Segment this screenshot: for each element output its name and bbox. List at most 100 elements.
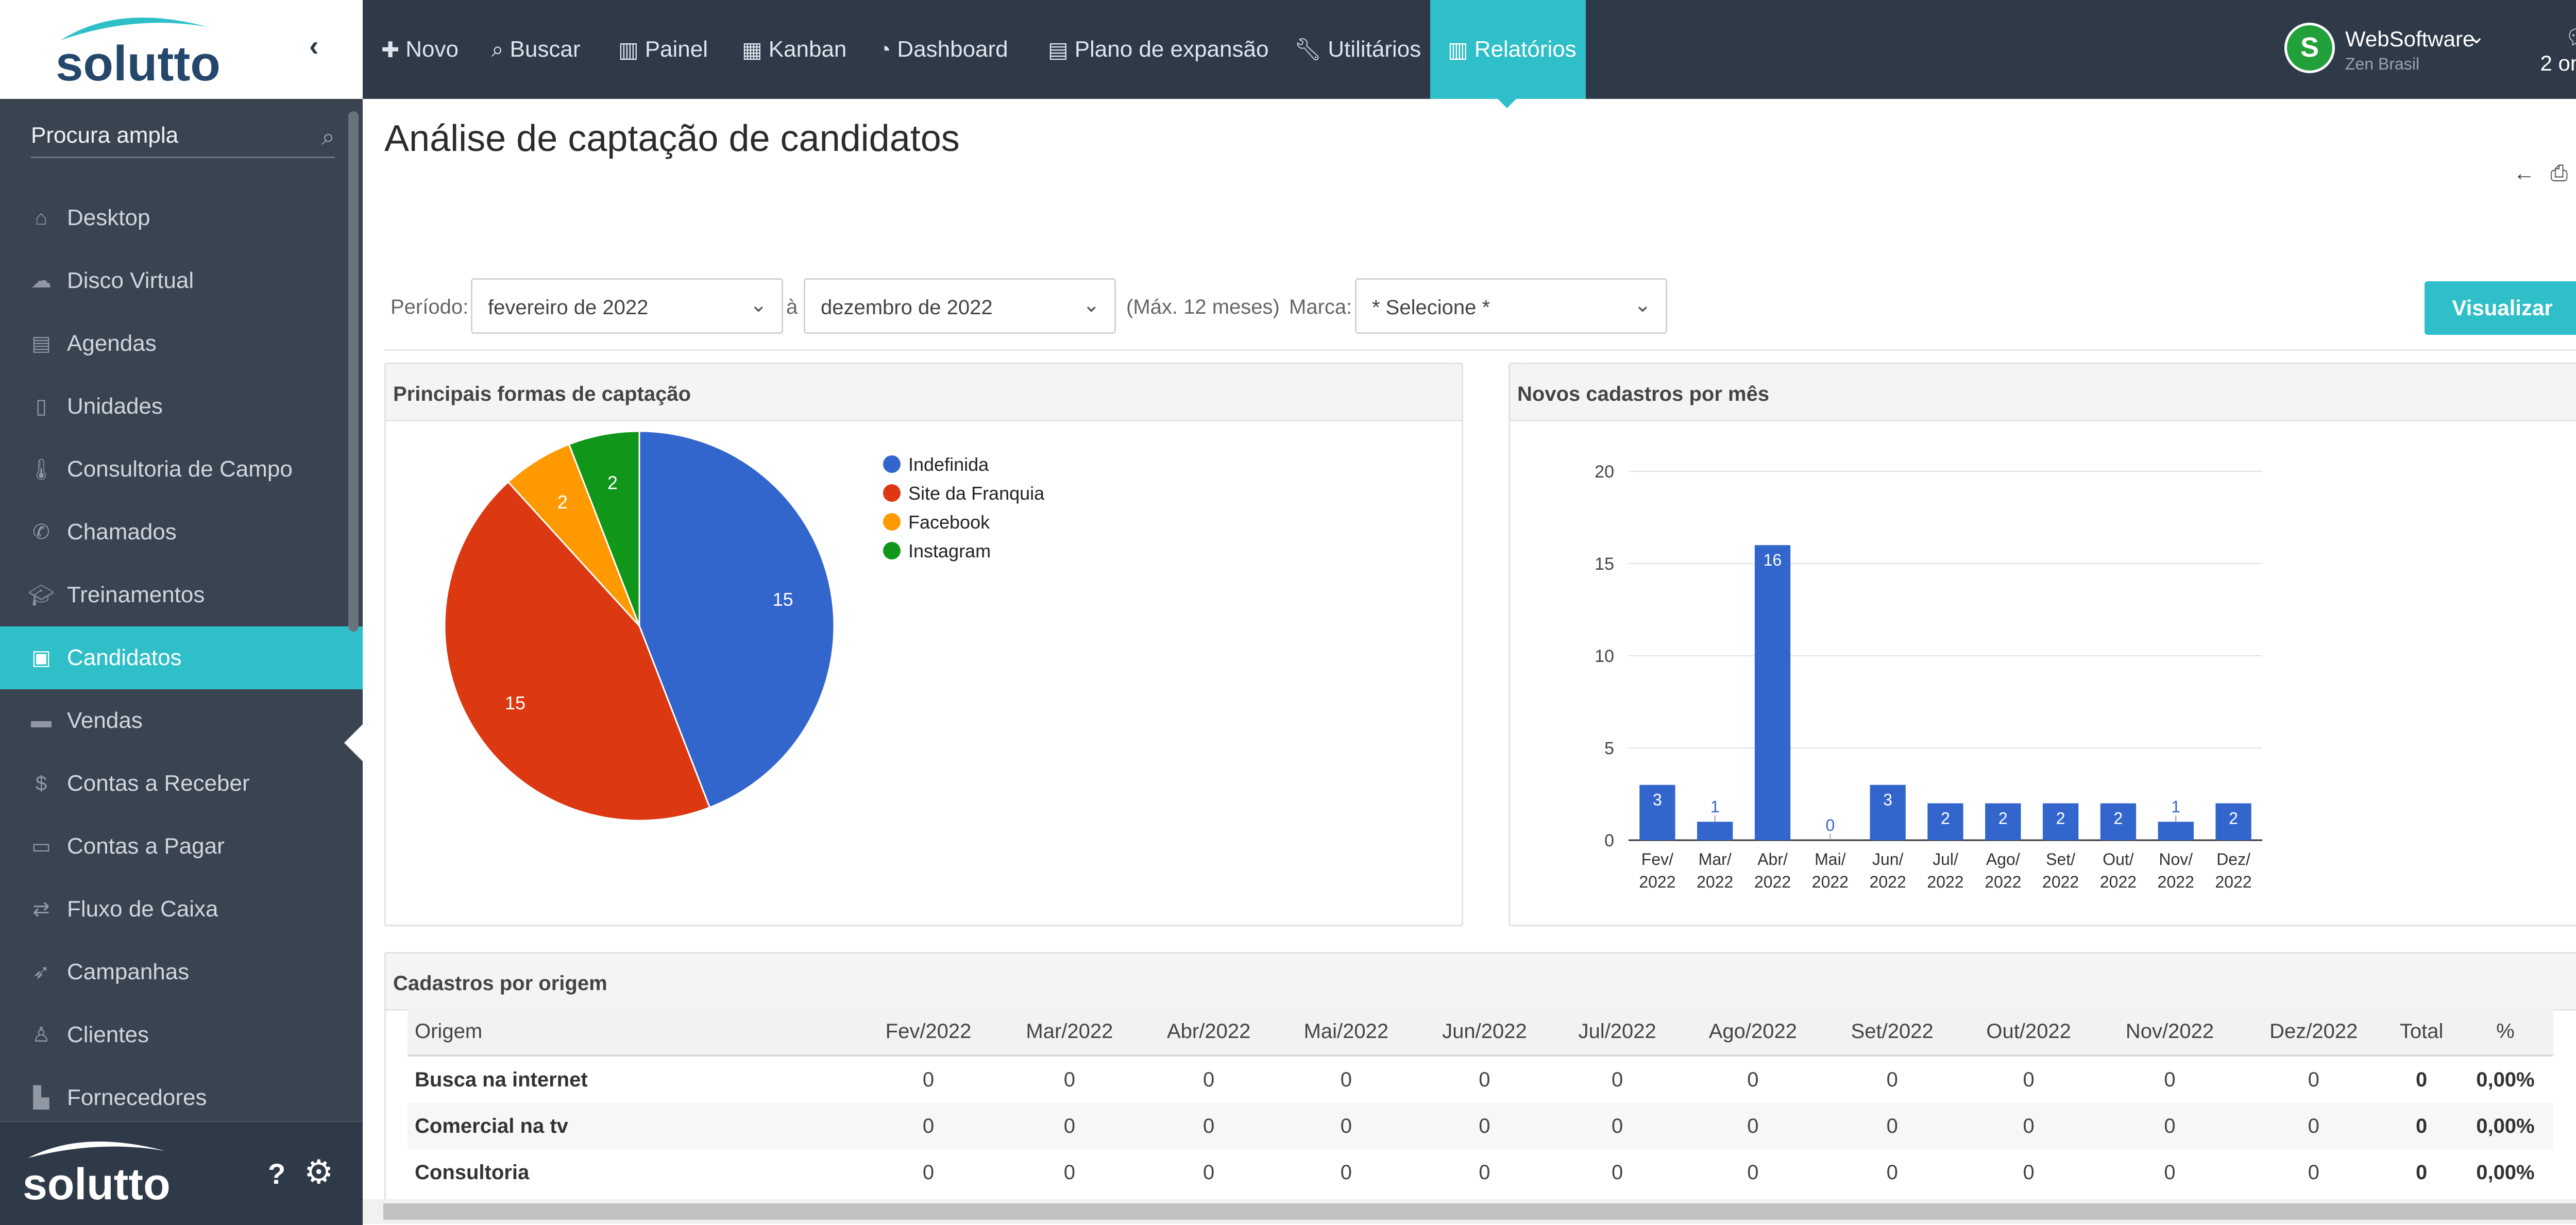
- sidebar-item-fluxo-de-caixa[interactable]: ⇄ Fluxo de Caixa: [0, 878, 363, 941]
- sidebar-item-contas-a-pagar[interactable]: ▭ Contas a Pagar: [0, 815, 363, 878]
- print-icon[interactable]: ⎙: [2550, 161, 2576, 185]
- legend-label[interactable]: Site da Franquia: [908, 483, 1045, 504]
- bar[interactable]: [2100, 803, 2137, 840]
- bar[interactable]: [2158, 822, 2194, 840]
- nav-utilitarios[interactable]: 🔧︎ Utilitários: [1294, 0, 1421, 99]
- nav-dashboard[interactable]: ◔ Dashboard: [878, 0, 1008, 99]
- sidebar-item-desktop[interactable]: ⌂ Desktop: [0, 186, 363, 249]
- nav-buscar[interactable]: ⌕ Buscar: [492, 0, 580, 99]
- panel-header: Principais formas de captação: [386, 364, 1462, 421]
- visualizar-button[interactable]: Visualizar: [2425, 281, 2576, 335]
- sidebar-item-disco-virtual[interactable]: ☁ Disco Virtual: [0, 249, 363, 312]
- pie-slice[interactable]: [638, 430, 835, 809]
- account-menu[interactable]: S WebSoftware ⌄ Zen Brasil: [2284, 21, 2501, 78]
- nav-painel[interactable]: ▥ Painel: [618, 0, 708, 99]
- bar[interactable]: [1870, 785, 1906, 840]
- x-tick-label: 2022: [2042, 873, 2079, 891]
- x-tick-label: Jun/: [1872, 850, 1904, 869]
- gear-icon[interactable]: ⚙: [304, 1153, 334, 1190]
- nav-plano-de-expansao[interactable]: ▤ Plano de expansão: [1048, 0, 1268, 99]
- online-users[interactable]: 💬︎ 2 online: [2532, 25, 2576, 81]
- id-card-icon: ▣: [31, 646, 51, 669]
- sidebar-item-chamados[interactable]: ✆ Chamados: [0, 501, 363, 564]
- sidebar-scrollbar[interactable]: [348, 111, 359, 632]
- sidebar-item-agendas[interactable]: ▤ Agendas: [0, 312, 363, 375]
- scrollbar-thumb[interactable]: [383, 1203, 2576, 1220]
- sidebar-item-clientes[interactable]: ♙ Clientes: [0, 1003, 363, 1066]
- column-header[interactable]: Jul/2022: [1553, 1008, 1681, 1057]
- table-cell: 0: [1340, 1068, 1352, 1091]
- bar[interactable]: [1927, 803, 1963, 840]
- sidebar-item-campanhas[interactable]: ➶ Campanhas: [0, 941, 363, 1003]
- search-icon[interactable]: ⌕: [321, 123, 335, 150]
- bar[interactable]: [2042, 803, 2079, 840]
- column-header[interactable]: Mai/2022: [1277, 1008, 1416, 1057]
- x-tick-label: Mar/: [1699, 850, 1732, 869]
- sidebar-item-unidades[interactable]: ▯ Unidades: [0, 375, 363, 438]
- select-value: * Selecione *: [1372, 296, 1490, 319]
- legend-label[interactable]: Instagram: [908, 540, 991, 562]
- column-header[interactable]: Mar/2022: [998, 1008, 1141, 1057]
- x-tick-label: 2022: [2158, 873, 2194, 891]
- column-header[interactable]: Out/2022: [1959, 1008, 2098, 1057]
- periodo-start-select[interactable]: fevereiro de 2022 ⌄: [471, 278, 783, 334]
- phone-icon: ✆: [32, 521, 50, 543]
- nav-label: Dashboard: [897, 37, 1008, 62]
- panel-title: Cadastros por origem: [393, 972, 607, 995]
- column-header[interactable]: Abr/2022: [1140, 1008, 1277, 1057]
- pie-slice[interactable]: [507, 443, 640, 627]
- arrow-left-icon[interactable]: ←: [2513, 161, 2551, 185]
- column-header[interactable]: Jun/2022: [1415, 1008, 1554, 1057]
- help-icon[interactable]: ?: [268, 1158, 286, 1190]
- column-header[interactable]: %: [2457, 1008, 2553, 1057]
- page-horizontal-scrollbar[interactable]: [363, 1199, 2576, 1224]
- sidebar-item-vendas[interactable]: ▬ Vendas: [0, 689, 363, 752]
- nav-relatorios[interactable]: ▥ Relatórios: [1430, 0, 1586, 99]
- marca-select[interactable]: * Selecione * ⌄: [1355, 278, 1667, 334]
- sidebar-item-fornecedores[interactable]: ▙ Fornecedores: [0, 1066, 363, 1129]
- bar[interactable]: [1697, 822, 1733, 840]
- logo-area[interactable]: solutto ‹: [0, 0, 363, 99]
- column-header[interactable]: Origem: [408, 1008, 858, 1057]
- pie-slice[interactable]: [444, 481, 711, 822]
- pie-slice[interactable]: [568, 430, 640, 626]
- column-header[interactable]: Set/2022: [1825, 1008, 1960, 1057]
- sidebar-item-contas-a-receber[interactable]: $ Contas a Receber: [0, 752, 363, 815]
- sidebar-search[interactable]: Procura ampla ⌕: [31, 117, 335, 158]
- bar[interactable]: [1985, 803, 2021, 840]
- sidebar-item-treinamentos[interactable]: 🎓︎ Treinamentos: [0, 564, 363, 626]
- collapse-sidebar-icon[interactable]: ‹: [309, 29, 319, 62]
- table-cell: 0: [922, 1161, 935, 1184]
- table-cell: 0: [1340, 1161, 1352, 1184]
- table-cell: 0: [1479, 1161, 1490, 1184]
- sidebar-item-consultoria-de-campo[interactable]: 🌡︎ Consultoria de Campo: [0, 438, 363, 501]
- legend-label[interactable]: Facebook: [908, 512, 990, 533]
- column-header[interactable]: Total: [2385, 1008, 2458, 1057]
- column-header[interactable]: Nov/2022: [2097, 1008, 2242, 1057]
- bar[interactable]: [1639, 785, 1675, 840]
- nav-kanban[interactable]: ▦ Kanban: [742, 0, 846, 99]
- column-header[interactable]: Ago/2022: [1681, 1008, 1825, 1057]
- wrench-icon: 🔧︎: [1294, 37, 1322, 61]
- periodo-end-select[interactable]: dezembro de 2022 ⌄: [804, 278, 1116, 334]
- table-cell: 0: [1063, 1161, 1076, 1184]
- pie-chart-panel: Principais formas de captação 15 15 2 2 Inde…: [384, 363, 1463, 926]
- avatar-letter: S: [2300, 32, 2319, 63]
- table-cell: 0: [1203, 1068, 1215, 1091]
- sidebar-item-candidatos[interactable]: ▣ Candidatos: [0, 626, 363, 689]
- legend-label[interactable]: Indefinida: [908, 454, 989, 475]
- bar[interactable]: [2215, 803, 2251, 840]
- nav-novo[interactable]: ✚ Novo: [381, 0, 459, 99]
- search-input[interactable]: Procura ampla: [31, 123, 179, 148]
- bar-chart-icon: ▥: [618, 37, 639, 62]
- plus-icon: ✚: [381, 37, 400, 62]
- column-header[interactable]: Dez/2022: [2242, 1008, 2386, 1057]
- y-tick-label: 5: [1604, 739, 1614, 758]
- bar[interactable]: [1754, 545, 1791, 840]
- x-tick-label: 2022: [1812, 873, 1849, 891]
- table-cell: 0: [2097, 1103, 2242, 1149]
- chevron-down-icon: ⌄: [2468, 25, 2485, 48]
- chevron-down-icon: ⌄: [750, 294, 767, 316]
- column-header[interactable]: Fev/2022: [858, 1008, 999, 1057]
- x-tick-label: 2022: [1870, 873, 1906, 891]
